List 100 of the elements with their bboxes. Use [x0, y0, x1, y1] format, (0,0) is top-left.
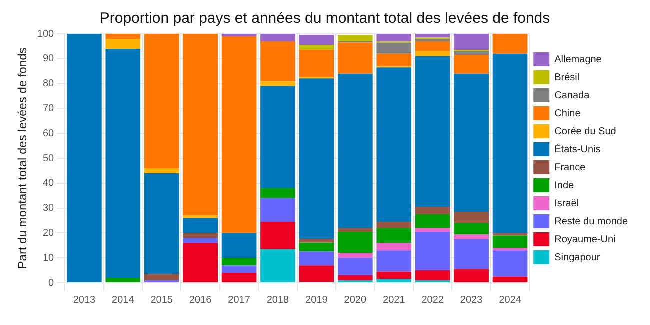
bar — [183, 216, 218, 218]
bar — [492, 34, 528, 54]
bar — [492, 54, 528, 234]
y-tick-label: 70 — [42, 103, 55, 114]
bar — [376, 243, 412, 251]
bar — [376, 272, 412, 280]
bar — [454, 223, 489, 234]
bar — [492, 276, 528, 282]
bar — [183, 218, 218, 234]
bar — [144, 168, 180, 174]
legend-label: Canada — [554, 90, 590, 102]
x-tick-label: 2023 — [460, 294, 484, 306]
y-tick-label: 80 — [42, 78, 55, 90]
bar — [338, 232, 373, 254]
bar — [260, 86, 296, 188]
legend-label: Corée du Sud — [554, 126, 616, 138]
bar — [415, 214, 450, 228]
legend-label: Israël — [554, 198, 580, 210]
y-tick-label: 10 — [42, 252, 55, 264]
bar — [376, 54, 412, 66]
bar — [338, 253, 373, 258]
bar — [106, 34, 141, 39]
bar — [144, 274, 180, 281]
bar — [183, 34, 218, 216]
bar — [260, 198, 296, 222]
x-tick-label: 2019 — [306, 294, 328, 306]
legend-label: Brésil — [554, 72, 580, 84]
bar — [183, 233, 218, 238]
bar — [338, 276, 373, 281]
y-tick-label: 50 — [42, 153, 55, 164]
bar — [415, 270, 450, 281]
bar — [260, 222, 296, 250]
bar — [454, 234, 489, 240]
x-tick-label: 2020 — [344, 294, 367, 306]
bar — [106, 48, 141, 278]
bar — [260, 249, 296, 282]
bar — [222, 266, 257, 274]
bar — [454, 212, 489, 224]
bar — [299, 239, 334, 243]
x-tick-label: 2024 — [499, 294, 522, 306]
bar — [454, 74, 489, 212]
bar — [454, 34, 489, 50]
bar — [299, 242, 334, 252]
bar — [67, 34, 102, 282]
bar — [299, 34, 334, 45]
bar — [260, 188, 296, 198]
y-tick-label: 20 — [42, 228, 55, 239]
bar — [376, 250, 412, 272]
bar — [454, 269, 489, 282]
bar — [106, 38, 141, 49]
bar — [376, 279, 412, 282]
x-tick-label: 2021 — [383, 294, 406, 306]
bar — [183, 243, 218, 282]
bar — [376, 68, 412, 222]
bar — [492, 250, 528, 277]
legend-label: Reste du monde — [554, 216, 628, 228]
bar — [299, 252, 334, 266]
y-axis-title: Part du montant total des levées de fonds — [16, 48, 30, 270]
bar — [376, 42, 412, 54]
legend-label: États-Unis — [554, 143, 601, 156]
bar — [222, 258, 257, 266]
legend-label: Allemagne — [554, 54, 602, 66]
y-tick-label: 90 — [42, 54, 55, 65]
x-tick-label: 2017 — [228, 294, 251, 306]
y-tick-label: 0 — [48, 278, 55, 289]
bar — [260, 34, 296, 42]
bar — [338, 258, 373, 276]
bar — [144, 173, 180, 274]
x-tick-label: 2014 — [112, 294, 135, 306]
bar — [492, 248, 528, 251]
bar — [222, 36, 257, 234]
x-tick-label: 2022 — [422, 294, 444, 306]
y-tick-label: 60 — [42, 128, 55, 140]
bar — [415, 207, 450, 215]
bar — [415, 41, 450, 52]
x-tick-label: 2013 — [73, 294, 96, 306]
y-tick-label: 100 — [37, 28, 55, 40]
bar — [106, 278, 141, 282]
bar — [415, 228, 450, 232]
bar — [492, 233, 528, 236]
bar — [454, 51, 489, 56]
bar — [338, 35, 373, 42]
x-tick-label: 2015 — [150, 294, 174, 306]
bar — [415, 232, 450, 271]
bar — [299, 50, 334, 78]
bar — [415, 51, 450, 56]
bar — [454, 239, 489, 270]
legend-label: Chine — [554, 108, 582, 120]
bar — [415, 56, 450, 208]
bar — [222, 273, 257, 282]
legend-label: France — [554, 162, 586, 174]
x-tick-label: 2016 — [189, 294, 212, 306]
bar — [299, 44, 334, 50]
bar — [144, 34, 180, 168]
bar — [260, 81, 296, 86]
legend-label: Inde — [554, 180, 575, 192]
bar — [183, 238, 218, 244]
bar — [415, 38, 450, 42]
bar — [376, 228, 412, 244]
bar — [299, 266, 334, 282]
